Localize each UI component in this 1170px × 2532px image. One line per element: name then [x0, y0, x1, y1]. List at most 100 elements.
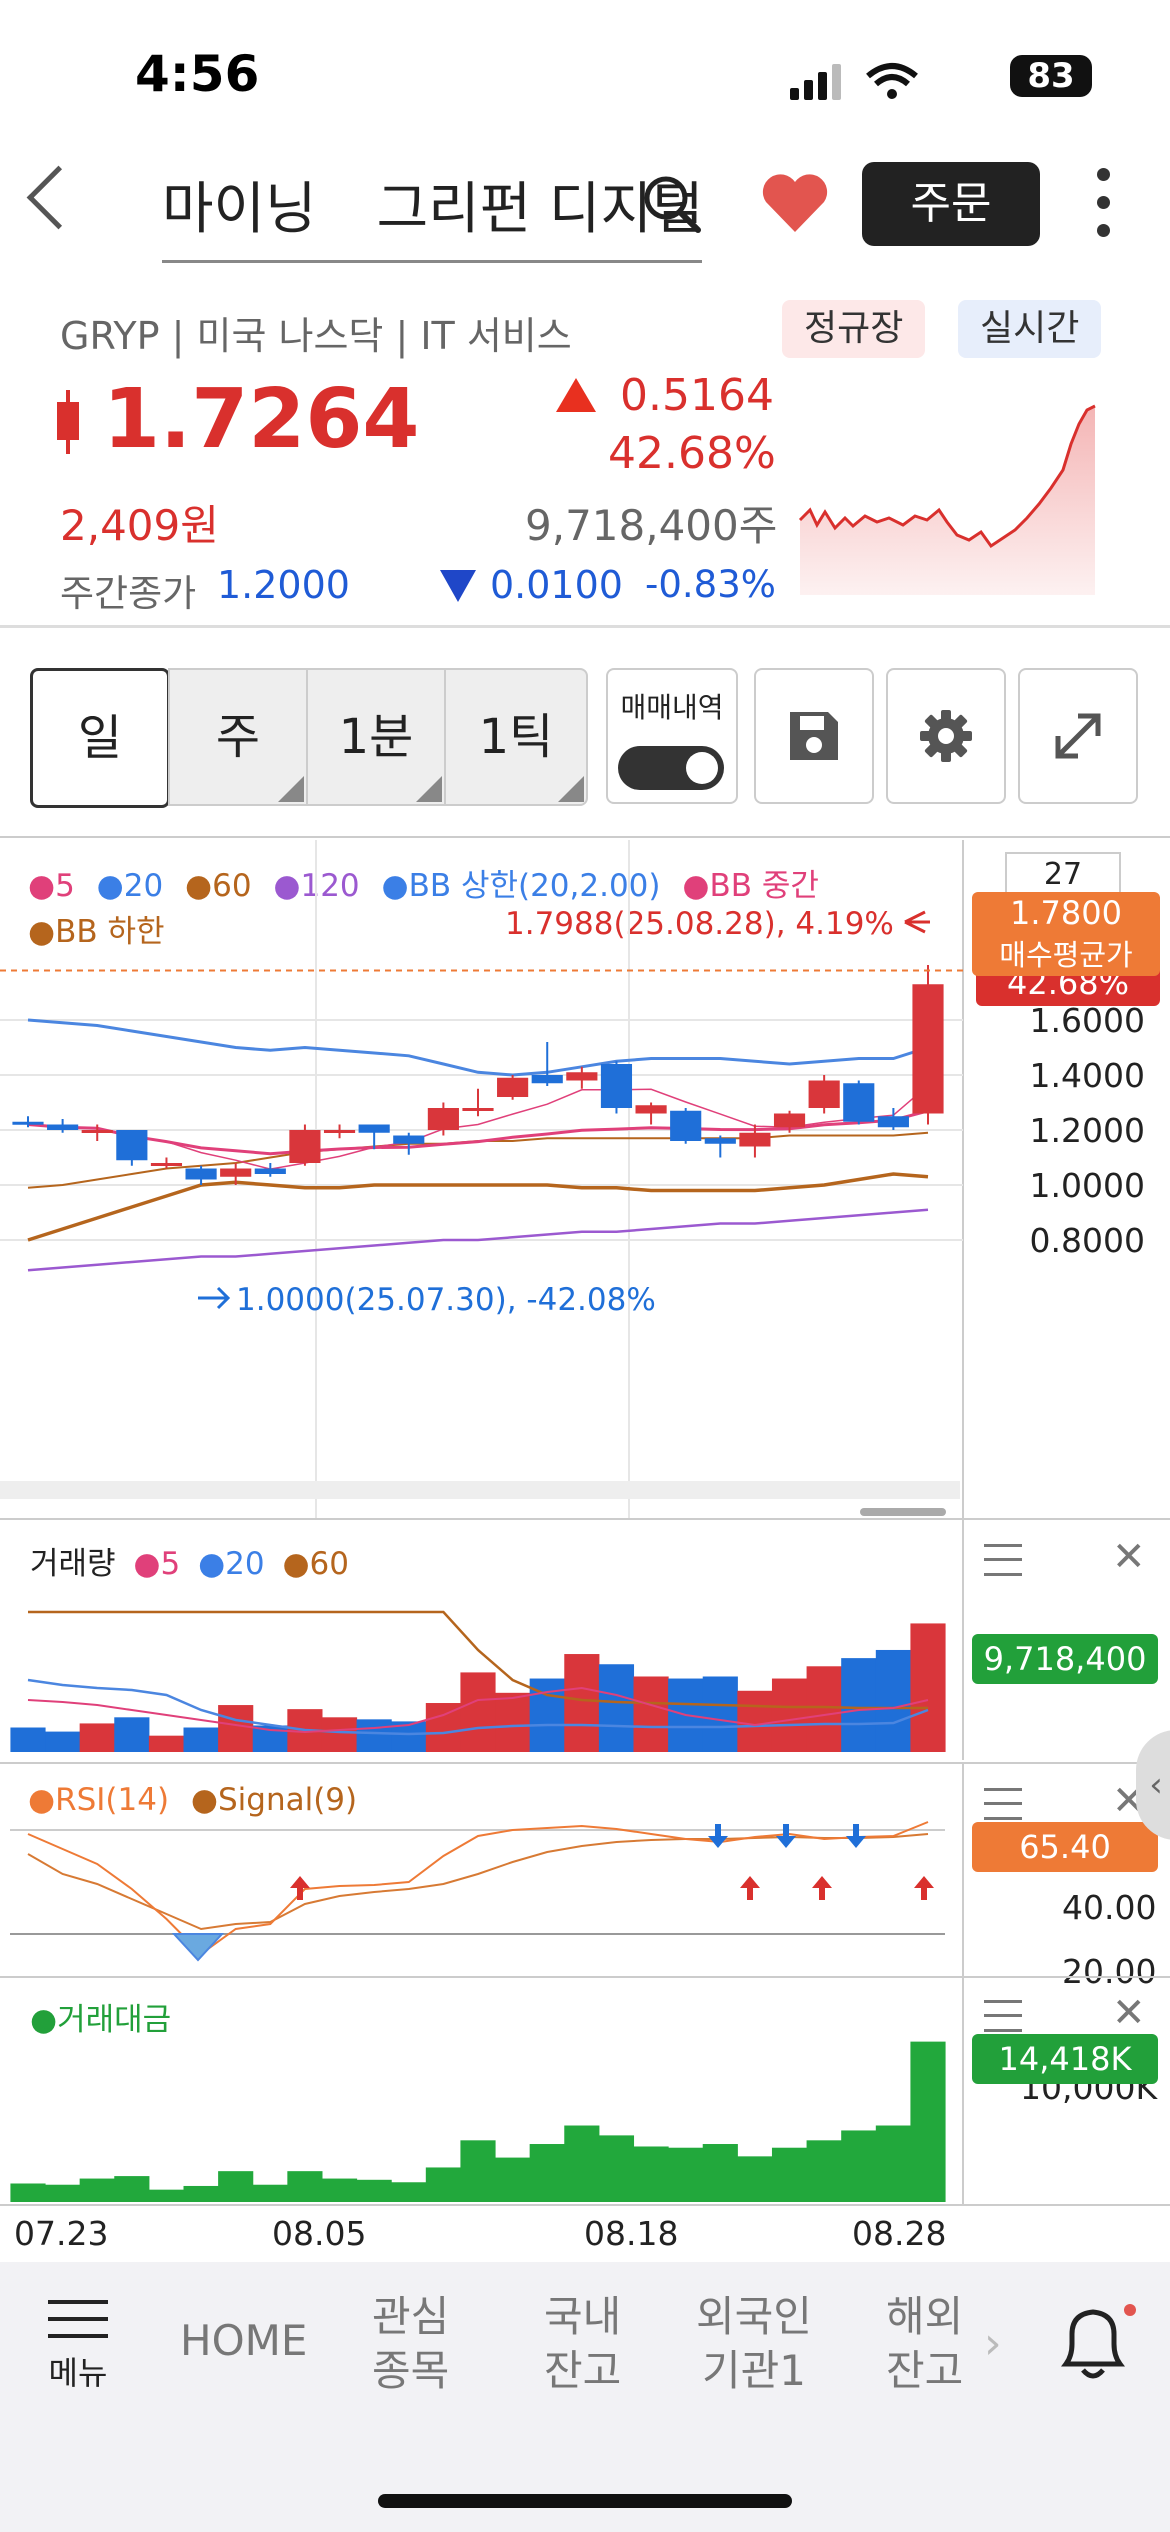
amount-bar: [841, 2130, 877, 2202]
buy-signal-arrow-icon: [740, 1876, 760, 1900]
volume-chart[interactable]: [0, 1520, 965, 1760]
amount-bar: [702, 2144, 738, 2202]
amount-bar: [10, 2183, 46, 2202]
trade-history-toggle[interactable]: [618, 746, 724, 790]
after-hours-label: 주간종가: [60, 572, 197, 615]
amount-legend: ●거래대금: [30, 2002, 172, 2038]
volume-ma60-line: [28, 1610, 928, 1710]
nav-overseas-l2: 잔고: [886, 2346, 964, 2395]
buy-signal-arrow-icon: [812, 1876, 832, 1900]
nav-domestic-balance[interactable]: 국내 잔고: [544, 2290, 621, 2398]
nav-domestic-l1: 국내: [544, 2292, 622, 2341]
amount-chart[interactable]: [0, 1978, 965, 2206]
more-menu-icon[interactable]: [1093, 168, 1113, 238]
volume-bar: [564, 1654, 600, 1752]
order-button[interactable]: 주문: [862, 162, 1040, 246]
nav-foreign-inst[interactable]: 외국인 기관1: [696, 2290, 812, 2398]
divider: [0, 836, 1170, 838]
back-chevron-icon[interactable]: [26, 165, 91, 230]
ma120-line: [27, 1208, 929, 1272]
volume-bar: [841, 1658, 877, 1752]
amount-bar: [425, 2167, 461, 2202]
rsi-legend-signal: Signal(9): [217, 1782, 358, 1818]
expand-button[interactable]: [1018, 668, 1138, 804]
volume-ma20-line: [27, 1678, 929, 1736]
volume-legend: 거래량 ●5 ●20 ●60: [30, 1546, 349, 1582]
amount-bar: [598, 2135, 635, 2202]
trade-history-toggle-box[interactable]: 매매내역: [606, 668, 738, 804]
amount-bar: [45, 2184, 81, 2202]
volume-pane-close-icon[interactable]: ✕: [1112, 1534, 1146, 1580]
rsi-chart[interactable]: [0, 1764, 965, 1976]
chart-legend-row2: ●BB 하한: [28, 914, 165, 950]
candle-body: [635, 1105, 667, 1114]
candle-body: [185, 1168, 217, 1180]
candle-body: [220, 1168, 252, 1177]
candle-body: [47, 1124, 79, 1130]
settings-button[interactable]: [886, 668, 1006, 804]
amount-pane-menu-icon[interactable]: [984, 2000, 1022, 2032]
menu-button[interactable]: 메뉴: [48, 2300, 108, 2394]
favorite-heart-icon[interactable]: [760, 172, 830, 236]
down-triangle-icon: [440, 570, 476, 602]
after-hours-price: 1.2000: [217, 563, 350, 607]
nav-overseas-balance[interactable]: 해외 잔고: [886, 2290, 963, 2398]
save-button[interactable]: [754, 668, 874, 804]
side-collapse-tab[interactable]: ‹: [1136, 1730, 1170, 1840]
volume-bar: [633, 1676, 669, 1752]
volume-pane-menu-icon[interactable]: [984, 1544, 1022, 1576]
amount-tag: 14,418K: [972, 2034, 1158, 2084]
chevron-right-icon[interactable]: ›: [984, 2318, 1002, 2369]
amount-pane-close-icon[interactable]: ✕: [1112, 1990, 1146, 2036]
amount-bar: [495, 2157, 531, 2202]
intraday-sparkline: [798, 404, 1096, 595]
amount-bar: [391, 2182, 427, 2202]
price-change-pct: 42.68%: [608, 428, 776, 479]
amount-bar: [321, 2178, 358, 2202]
period-week-button[interactable]: 주: [168, 668, 308, 806]
sell-signal-arrow-icon: [776, 1824, 796, 1848]
volume-bar: [356, 1719, 392, 1752]
period-1tick-button[interactable]: 1틱: [444, 668, 588, 806]
period-1min-label: 1분: [338, 709, 414, 765]
high-arrow-icon: [904, 910, 930, 934]
buy-signal-arrow-icon: [914, 1876, 934, 1900]
volume-legend-5: 5: [160, 1546, 181, 1582]
candlestick-chart[interactable]: 1.6000 1.4000 1.2000 1.0000 0.8000 1.0000(25.…: [0, 840, 1170, 1520]
home-indicator: [378, 2494, 792, 2508]
amount-bar: [218, 2171, 254, 2202]
candle-body: [358, 1124, 390, 1133]
legend-bb-lower: BB 하한: [55, 914, 165, 950]
candle-body: [289, 1130, 321, 1163]
divider: [0, 1518, 1170, 1520]
amount-bar: [252, 2184, 288, 2202]
bb-mid-line: [27, 1109, 929, 1156]
price-change: 0.5164: [620, 370, 774, 421]
bb-upper-line: [27, 1018, 929, 1077]
scroll-handle[interactable]: [860, 1508, 946, 1516]
volume-bar: [771, 1678, 808, 1752]
divider: [0, 1976, 1170, 1978]
volume-bar: [425, 1703, 461, 1752]
volume-bar: [875, 1649, 911, 1752]
x-tick-1: 07.23: [14, 2214, 109, 2253]
rsi-pane-menu-icon[interactable]: [984, 1788, 1022, 1820]
volume-bar: [114, 1717, 150, 1752]
realtime-badge[interactable]: 실시간: [958, 300, 1102, 358]
legend-ma60: 60: [212, 868, 252, 904]
status-bar: 4:56 83: [0, 0, 1170, 150]
chart-legend-row1: ●5 ●20 ●60 ●120 ●BB 상한(20,2.00) ●BB 중간: [28, 868, 819, 904]
nav-home[interactable]: HOME: [180, 2316, 308, 2365]
bell-icon[interactable]: [1050, 2300, 1136, 2386]
search-icon[interactable]: [640, 172, 704, 236]
candle-body: [150, 1163, 183, 1166]
period-1min-button[interactable]: 1분: [306, 668, 446, 806]
price-tick-label: 0.8000: [1030, 1221, 1145, 1260]
nav-watchlist[interactable]: 관심 종목: [372, 2290, 449, 2398]
stock-name-ticker[interactable]: 마이닝 그리펀 디지털: [162, 160, 702, 263]
amount-bar: [79, 2178, 115, 2202]
session-badge[interactable]: 정규장: [782, 300, 926, 358]
candle-body: [12, 1121, 44, 1125]
period-day-button[interactable]: 일: [30, 668, 170, 808]
clock: 4:56: [135, 45, 260, 103]
